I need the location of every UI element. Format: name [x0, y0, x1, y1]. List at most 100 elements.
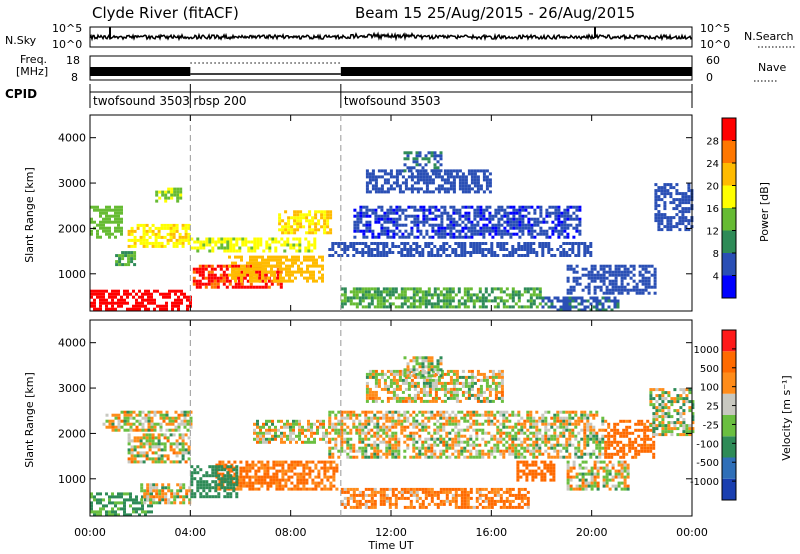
heatmap-cell — [178, 235, 182, 239]
heatmap-cell — [449, 226, 453, 230]
heatmap-cell — [226, 477, 230, 481]
heatmap-cell — [138, 301, 141, 305]
heatmap-cell — [635, 288, 639, 292]
heatmap-cell — [343, 428, 347, 432]
heatmap-cell — [175, 229, 179, 233]
heatmap-cell — [466, 437, 470, 441]
heatmap-cell — [249, 261, 252, 265]
heatmap-cell — [583, 446, 587, 450]
heatmap-cell — [313, 431, 316, 435]
heatmap-cell — [374, 208, 378, 212]
heatmap-cell — [391, 449, 395, 453]
heatmap-cell — [595, 443, 599, 447]
heatmap-cell — [526, 248, 530, 251]
heatmap-cell — [593, 285, 597, 289]
heatmap-cell — [412, 160, 416, 164]
heatmap-cell — [204, 285, 208, 289]
heatmap-cell — [557, 217, 561, 221]
heatmap-cell — [529, 248, 533, 251]
heatmap-cell — [270, 255, 273, 259]
heatmap-cell — [641, 288, 645, 292]
heatmap-cell — [601, 302, 605, 306]
heatmap-cell — [433, 305, 437, 309]
heatmap-cell — [149, 498, 153, 502]
heatmap-cell — [505, 425, 509, 429]
heatmap-cell — [346, 410, 350, 414]
heatmap-cell — [684, 228, 688, 232]
heatmap-cell — [234, 255, 237, 259]
heatmap-cell — [300, 261, 303, 265]
heatmap-cell — [99, 501, 102, 505]
heatmap-cell — [451, 290, 455, 294]
heatmap-cell — [218, 460, 222, 464]
heatmap-cell — [293, 222, 297, 226]
heatmap-cell — [130, 457, 134, 461]
heatmap-cell — [511, 434, 515, 438]
heatmap-cell — [538, 437, 542, 441]
heatmap-cell — [305, 481, 309, 485]
heatmap-cell — [386, 187, 390, 191]
heatmap-cell — [493, 502, 497, 506]
heatmap-cell — [548, 205, 552, 209]
heatmap-cell — [271, 237, 275, 241]
heatmap-cell — [451, 419, 455, 423]
heatmap-cell — [449, 184, 453, 188]
heatmap-cell — [433, 493, 437, 497]
heatmap-cell — [481, 299, 485, 303]
heatmap-cell — [449, 223, 453, 227]
heatmap-cell — [376, 455, 380, 459]
heatmap-cell — [395, 178, 399, 182]
heatmap-cell — [532, 416, 536, 420]
heatmap-cell — [660, 186, 664, 190]
heatmap-cell — [440, 220, 444, 224]
heatmap-cell — [343, 287, 347, 291]
heatmap-cell — [464, 175, 468, 179]
heatmap-cell — [469, 422, 473, 426]
heatmap-cell — [410, 214, 414, 218]
heatmap-cell — [362, 232, 366, 236]
heatmap-cell — [138, 507, 141, 511]
heatmap-cell — [142, 442, 146, 446]
heatmap-cell — [424, 455, 428, 459]
heatmap-cell — [535, 305, 539, 309]
heatmap-cell — [523, 290, 527, 294]
heatmap-cell — [532, 293, 536, 297]
heatmap-cell — [367, 499, 371, 503]
heatmap-cell — [391, 434, 395, 438]
heatmap-cell — [298, 246, 302, 250]
heatmap-cell — [120, 226, 123, 230]
heatmap-cell — [502, 413, 506, 417]
heatmap-cell — [457, 443, 461, 447]
heatmap-cell — [446, 190, 450, 194]
heatmap-cell — [436, 413, 440, 417]
heatmap-cell — [105, 304, 108, 308]
heatmap-cell — [299, 463, 303, 467]
heatmap-cell — [475, 422, 479, 426]
heatmap-cell — [379, 499, 383, 503]
heatmap-cell — [127, 451, 131, 455]
heatmap-cell — [346, 502, 350, 506]
heatmap-cell — [240, 264, 243, 268]
heatmap-cell — [278, 469, 282, 473]
heatmap-cell — [326, 487, 330, 491]
heatmap-cell — [211, 468, 215, 472]
heatmap-cell — [669, 192, 673, 196]
heatmap-cell — [382, 496, 386, 500]
heatmap-cell — [105, 229, 108, 233]
heatmap-cell — [328, 452, 332, 456]
heatmap-cell — [250, 246, 254, 250]
heatmap-cell — [276, 255, 279, 259]
heatmap-cell — [312, 258, 315, 262]
heatmap-cell — [559, 245, 563, 248]
heatmap-cell — [309, 264, 312, 268]
heatmap-cell — [650, 273, 654, 277]
heatmap-cell — [376, 425, 380, 429]
heatmap-cell — [259, 428, 262, 432]
heatmap-cell — [505, 505, 509, 509]
heatmap-cell — [275, 460, 279, 464]
heatmap-cell — [515, 223, 519, 227]
heatmap-cell — [442, 499, 446, 503]
heatmap-cell — [292, 428, 295, 432]
heatmap-cell — [403, 419, 407, 423]
heatmap-blob — [127, 433, 191, 464]
